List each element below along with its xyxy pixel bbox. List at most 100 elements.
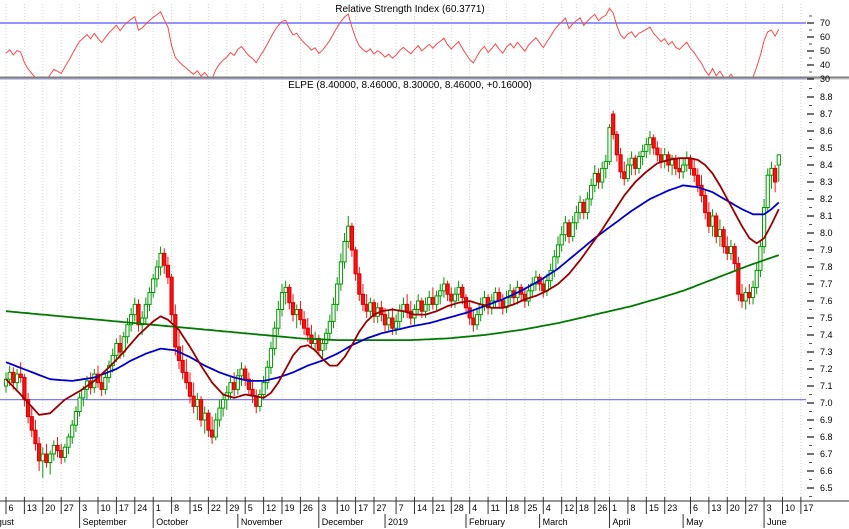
candle-up bbox=[140, 317, 145, 326]
candle-down bbox=[706, 212, 711, 227]
candle-up bbox=[346, 225, 351, 242]
candle-up bbox=[261, 382, 266, 396]
candle-down bbox=[773, 167, 778, 183]
candle-up bbox=[66, 436, 71, 448]
candle-up bbox=[70, 424, 75, 438]
month-label: August bbox=[0, 517, 14, 527]
candle-down bbox=[198, 399, 204, 421]
candle-up bbox=[110, 354, 115, 367]
week-tick-label: 27 bbox=[748, 503, 758, 513]
candle-up bbox=[761, 207, 767, 248]
candle-up bbox=[607, 127, 612, 163]
week-tick-label: 22 bbox=[211, 503, 221, 513]
week-tick-label: 11 bbox=[491, 503, 500, 513]
week-tick-label: 5 bbox=[248, 503, 253, 513]
week-tick-label: 12 bbox=[266, 503, 276, 513]
candle-up bbox=[73, 411, 79, 426]
candle-up bbox=[77, 397, 82, 412]
candle-up bbox=[563, 222, 568, 236]
week-tick-label: 13 bbox=[711, 503, 721, 513]
candle-up bbox=[585, 198, 590, 214]
candle-up bbox=[320, 343, 325, 351]
month-label: April bbox=[613, 517, 631, 527]
svg-text:7.8: 7.8 bbox=[820, 262, 833, 272]
week-tick-label: 4 bbox=[546, 503, 551, 513]
candle-up bbox=[482, 297, 487, 305]
candle-down bbox=[739, 293, 745, 302]
svg-text:60: 60 bbox=[820, 32, 830, 42]
week-tick-label: 15 bbox=[193, 503, 203, 513]
candle-down bbox=[176, 346, 182, 361]
candle-down bbox=[566, 222, 572, 237]
candle-down bbox=[732, 246, 737, 265]
month-label: December bbox=[322, 517, 364, 527]
candle-up bbox=[81, 388, 86, 399]
candle-down bbox=[596, 173, 601, 183]
candle-down bbox=[688, 157, 693, 169]
week-tick-label: 15 bbox=[649, 503, 659, 513]
week-tick-label: 14 bbox=[417, 503, 427, 513]
svg-text:7.4: 7.4 bbox=[820, 330, 833, 340]
candle-down bbox=[37, 443, 42, 462]
candle-down bbox=[180, 360, 185, 373]
svg-text:7.7: 7.7 bbox=[820, 279, 833, 289]
week-tick-label: 19 bbox=[285, 503, 295, 513]
candle-up bbox=[132, 303, 137, 316]
candle-down bbox=[405, 303, 410, 312]
candle-up bbox=[552, 256, 557, 271]
candle-down bbox=[449, 293, 454, 302]
week-tick-label: 20 bbox=[730, 503, 740, 513]
candle-up bbox=[125, 324, 130, 338]
week-tick-label: 3 bbox=[767, 503, 772, 513]
candle-up bbox=[636, 156, 642, 169]
candle-up bbox=[397, 310, 402, 322]
candle-up bbox=[769, 167, 774, 176]
svg-text:8.5: 8.5 bbox=[820, 143, 833, 153]
candle-down bbox=[169, 276, 174, 316]
svg-text:6.6: 6.6 bbox=[820, 466, 833, 476]
candle-up bbox=[283, 286, 288, 293]
week-tick-label: 20 bbox=[45, 503, 55, 513]
candle-down bbox=[658, 154, 664, 163]
candle-down bbox=[581, 201, 586, 214]
month-label: March bbox=[543, 517, 568, 527]
candle-up bbox=[600, 167, 605, 183]
candle-down bbox=[390, 317, 395, 329]
candle-down bbox=[162, 252, 167, 266]
candle-up bbox=[272, 327, 277, 350]
svg-text:7.3: 7.3 bbox=[820, 347, 833, 357]
candles-layer bbox=[3, 110, 781, 478]
candle-down bbox=[651, 137, 656, 149]
candle-down bbox=[721, 229, 726, 248]
svg-text:8.6: 8.6 bbox=[820, 126, 833, 136]
svg-text:7.2: 7.2 bbox=[820, 364, 833, 374]
candle-down bbox=[59, 450, 64, 458]
svg-text:8.1: 8.1 bbox=[820, 211, 833, 221]
week-tick-label: 27 bbox=[377, 503, 387, 513]
candle-up bbox=[574, 212, 579, 224]
month-label: November bbox=[241, 517, 283, 527]
candle-down bbox=[463, 297, 469, 309]
candle-up bbox=[577, 201, 583, 214]
candle-down bbox=[187, 382, 193, 397]
candle-down bbox=[29, 416, 34, 431]
week-tick-label: 12 bbox=[564, 503, 574, 513]
candle-up bbox=[640, 150, 645, 157]
candle-down bbox=[184, 371, 189, 384]
week-tick-label: 17 bbox=[803, 503, 813, 513]
candle-up bbox=[452, 293, 458, 302]
week-tick-label: 8 bbox=[174, 503, 179, 513]
week-tick-label: 10 bbox=[785, 503, 795, 513]
candle-down bbox=[699, 184, 704, 197]
candle-down bbox=[117, 343, 123, 353]
week-tick-label: 25 bbox=[527, 503, 537, 513]
week-tick-label: 10 bbox=[101, 503, 111, 513]
candle-up bbox=[625, 164, 631, 180]
week-tick-label: 13 bbox=[27, 503, 37, 513]
candle-up bbox=[62, 446, 67, 458]
candle-up bbox=[456, 286, 461, 295]
svg-text:30: 30 bbox=[820, 74, 830, 84]
candle-down bbox=[747, 292, 752, 299]
week-tick-label: 21 bbox=[435, 503, 445, 513]
